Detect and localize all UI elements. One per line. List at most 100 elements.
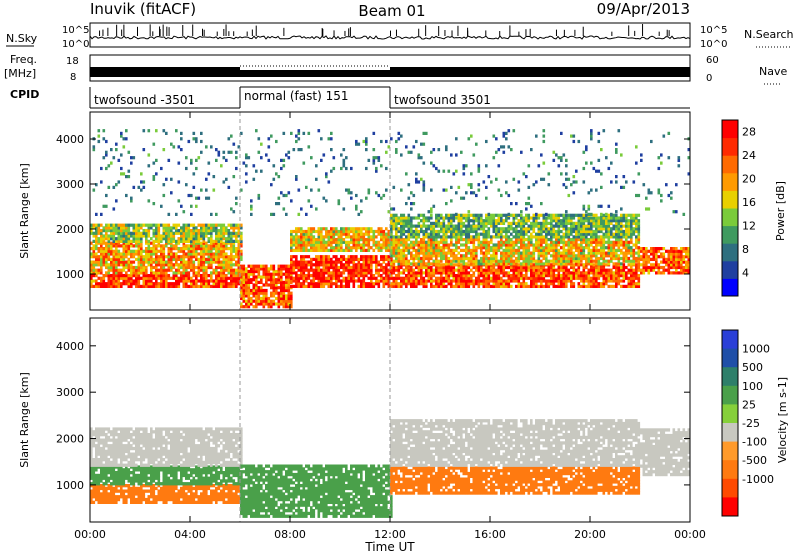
heat-cell: [202, 276, 206, 280]
heat-cell: [580, 243, 583, 247]
heat-cell: [237, 274, 241, 278]
heat-cell: [445, 246, 448, 250]
heat-cell: [335, 257, 338, 261]
heat-cell: [122, 252, 126, 256]
heat-cell: [407, 221, 411, 225]
heat-cell: [430, 276, 433, 280]
heat-cell: [482, 224, 486, 228]
heat-cell: [465, 229, 468, 234]
heat-cell: [160, 239, 163, 243]
heat-cell: [330, 257, 333, 261]
heat-cell: [685, 271, 688, 275]
heat-cell: [460, 271, 463, 275]
heat-cell: [602, 279, 606, 283]
heat-cell: [92, 252, 96, 256]
heat-cell: [302, 271, 306, 275]
heat-cell: [350, 268, 353, 272]
heat-cell: [265, 278, 268, 282]
heat-cell: [415, 276, 418, 280]
heat-cell: [555, 276, 558, 280]
heat-cell: [617, 246, 621, 250]
heat-cell: [482, 268, 486, 272]
heat-cell: [205, 282, 208, 286]
heat-cell: [112, 239, 116, 243]
heat-cell: [380, 248, 383, 252]
heat-cell: [367, 232, 371, 236]
heat-cell: [550, 276, 553, 280]
heat-cell: [290, 276, 293, 280]
heat-cell: [142, 276, 146, 280]
heat-cell: [182, 252, 186, 256]
heat-cell: [557, 229, 561, 234]
heat-cell: [110, 148, 113, 152]
heat-cell: [580, 259, 583, 263]
heat-cell: [657, 265, 661, 270]
heat-cell: [487, 251, 491, 255]
heat-cell: [472, 284, 476, 288]
heat-cell: [390, 221, 393, 225]
heat-cell: [115, 257, 118, 261]
heat-cell: [507, 284, 511, 288]
heat-cell: [362, 240, 366, 244]
heat-cell: [365, 265, 368, 270]
heat-cell: [567, 274, 571, 278]
heat-cell: [602, 238, 606, 242]
heat-cell: [397, 246, 401, 250]
nsky-tick-bottom: 10^0: [62, 39, 89, 50]
heat-cell: [155, 252, 158, 256]
heat-cell: [190, 223, 193, 227]
heat-cell: [182, 265, 186, 270]
heat-cell: [252, 264, 256, 268]
heat-cell: [487, 240, 491, 244]
heat-cell: [215, 268, 218, 272]
heat-cell: [465, 265, 468, 270]
heat-cell: [340, 227, 343, 231]
heat-cell: [372, 232, 376, 236]
heat-cell: [590, 284, 593, 288]
heat-cell: [592, 246, 596, 250]
heat-cell: [110, 241, 113, 245]
heat-cell: [105, 204, 108, 208]
heat-cell: [632, 284, 636, 288]
heat-cell: [415, 251, 418, 255]
heat-cell: [577, 246, 581, 250]
heat-cell: [335, 276, 338, 280]
heat-cell: [455, 274, 458, 278]
heat-cell: [162, 226, 166, 230]
heat-cell: [507, 259, 511, 263]
heat-cell: [217, 279, 221, 283]
heat-cell: [522, 256, 526, 261]
heat-cell: [507, 274, 511, 278]
heat-cell: [210, 241, 213, 245]
heat-cell: [297, 268, 301, 272]
heat-cell: [225, 229, 228, 233]
heat-cell: [465, 232, 468, 236]
heat-cell: [417, 259, 421, 263]
heat-cell: [452, 213, 456, 217]
heat-cell: [200, 223, 203, 227]
heat-cell: [120, 131, 123, 135]
heat-cell: [575, 271, 578, 275]
heat-cell: [267, 269, 271, 274]
heat-cell: [430, 227, 433, 231]
heat-cell: [212, 229, 216, 233]
heat-cell: [510, 262, 513, 266]
heat-cell: [495, 224, 498, 228]
heat-cell: [620, 268, 623, 272]
heat-cell: [272, 272, 276, 276]
heat-cell: [172, 282, 176, 286]
heat-cell: [155, 255, 158, 259]
heat-cell: [470, 279, 473, 283]
heat-cell: [410, 256, 413, 261]
heat-cell: [277, 278, 281, 282]
heat-cell: [180, 260, 183, 264]
heat-cell: [140, 231, 143, 235]
heat-cell: [185, 265, 188, 270]
heat-cell: [172, 223, 176, 227]
heat-cell: [265, 299, 268, 303]
heat-cell: [117, 244, 121, 248]
heat-cell: [220, 247, 223, 251]
heat-cell: [475, 251, 478, 255]
heat-cell: [92, 284, 96, 288]
heat-cell: [195, 271, 198, 275]
